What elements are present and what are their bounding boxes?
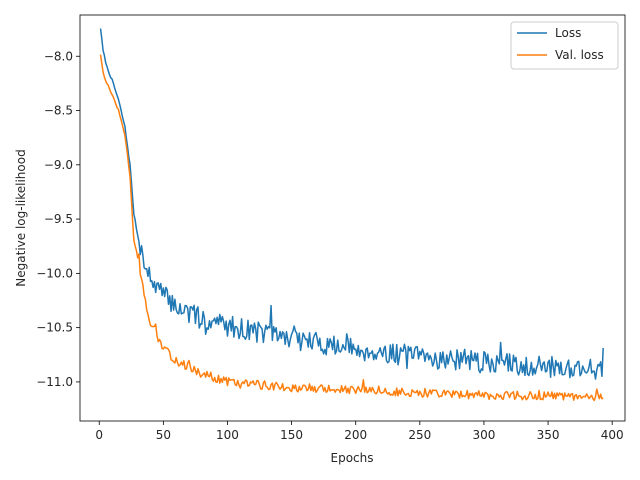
legend-label-val-loss: Val. loss	[555, 48, 604, 62]
x-tick-label: 0	[95, 428, 103, 442]
legend: Loss Val. loss	[510, 21, 619, 70]
x-tick-label: 50	[156, 428, 171, 442]
x-tick-label: 400	[601, 428, 624, 442]
legend-label-loss: Loss	[555, 26, 581, 40]
y-tick-label: −9.0	[44, 158, 73, 172]
y-tick-label: −10.0	[36, 266, 73, 280]
y-tick-label: −9.5	[44, 212, 73, 226]
series-line-val-loss	[99, 54, 604, 402]
series-line-loss	[99, 28, 604, 380]
x-tick-label: 250	[408, 428, 431, 442]
y-tick-label: −10.5	[36, 321, 73, 335]
x-axis-label: Epochs	[331, 451, 374, 465]
plot-frame	[79, 14, 626, 422]
plot-lines	[99, 28, 604, 402]
x-tick-label: 100	[216, 428, 239, 442]
x-tick-label: 200	[344, 428, 367, 442]
y-axis: −8.0 −8.5 −9.0 −9.5 −10.0 −10.5 −11.0	[36, 49, 80, 389]
y-axis-label: Negative log-likelihood	[14, 149, 28, 286]
x-tick-label: 150	[280, 428, 303, 442]
x-axis: 0 50 100 150 200 250 300 350 400	[95, 421, 624, 442]
y-tick-label: −8.5	[44, 104, 73, 118]
x-tick-label: 350	[537, 428, 560, 442]
y-tick-label: −8.0	[44, 49, 73, 63]
x-tick-label: 300	[472, 428, 495, 442]
y-tick-label: −11.0	[36, 375, 73, 389]
